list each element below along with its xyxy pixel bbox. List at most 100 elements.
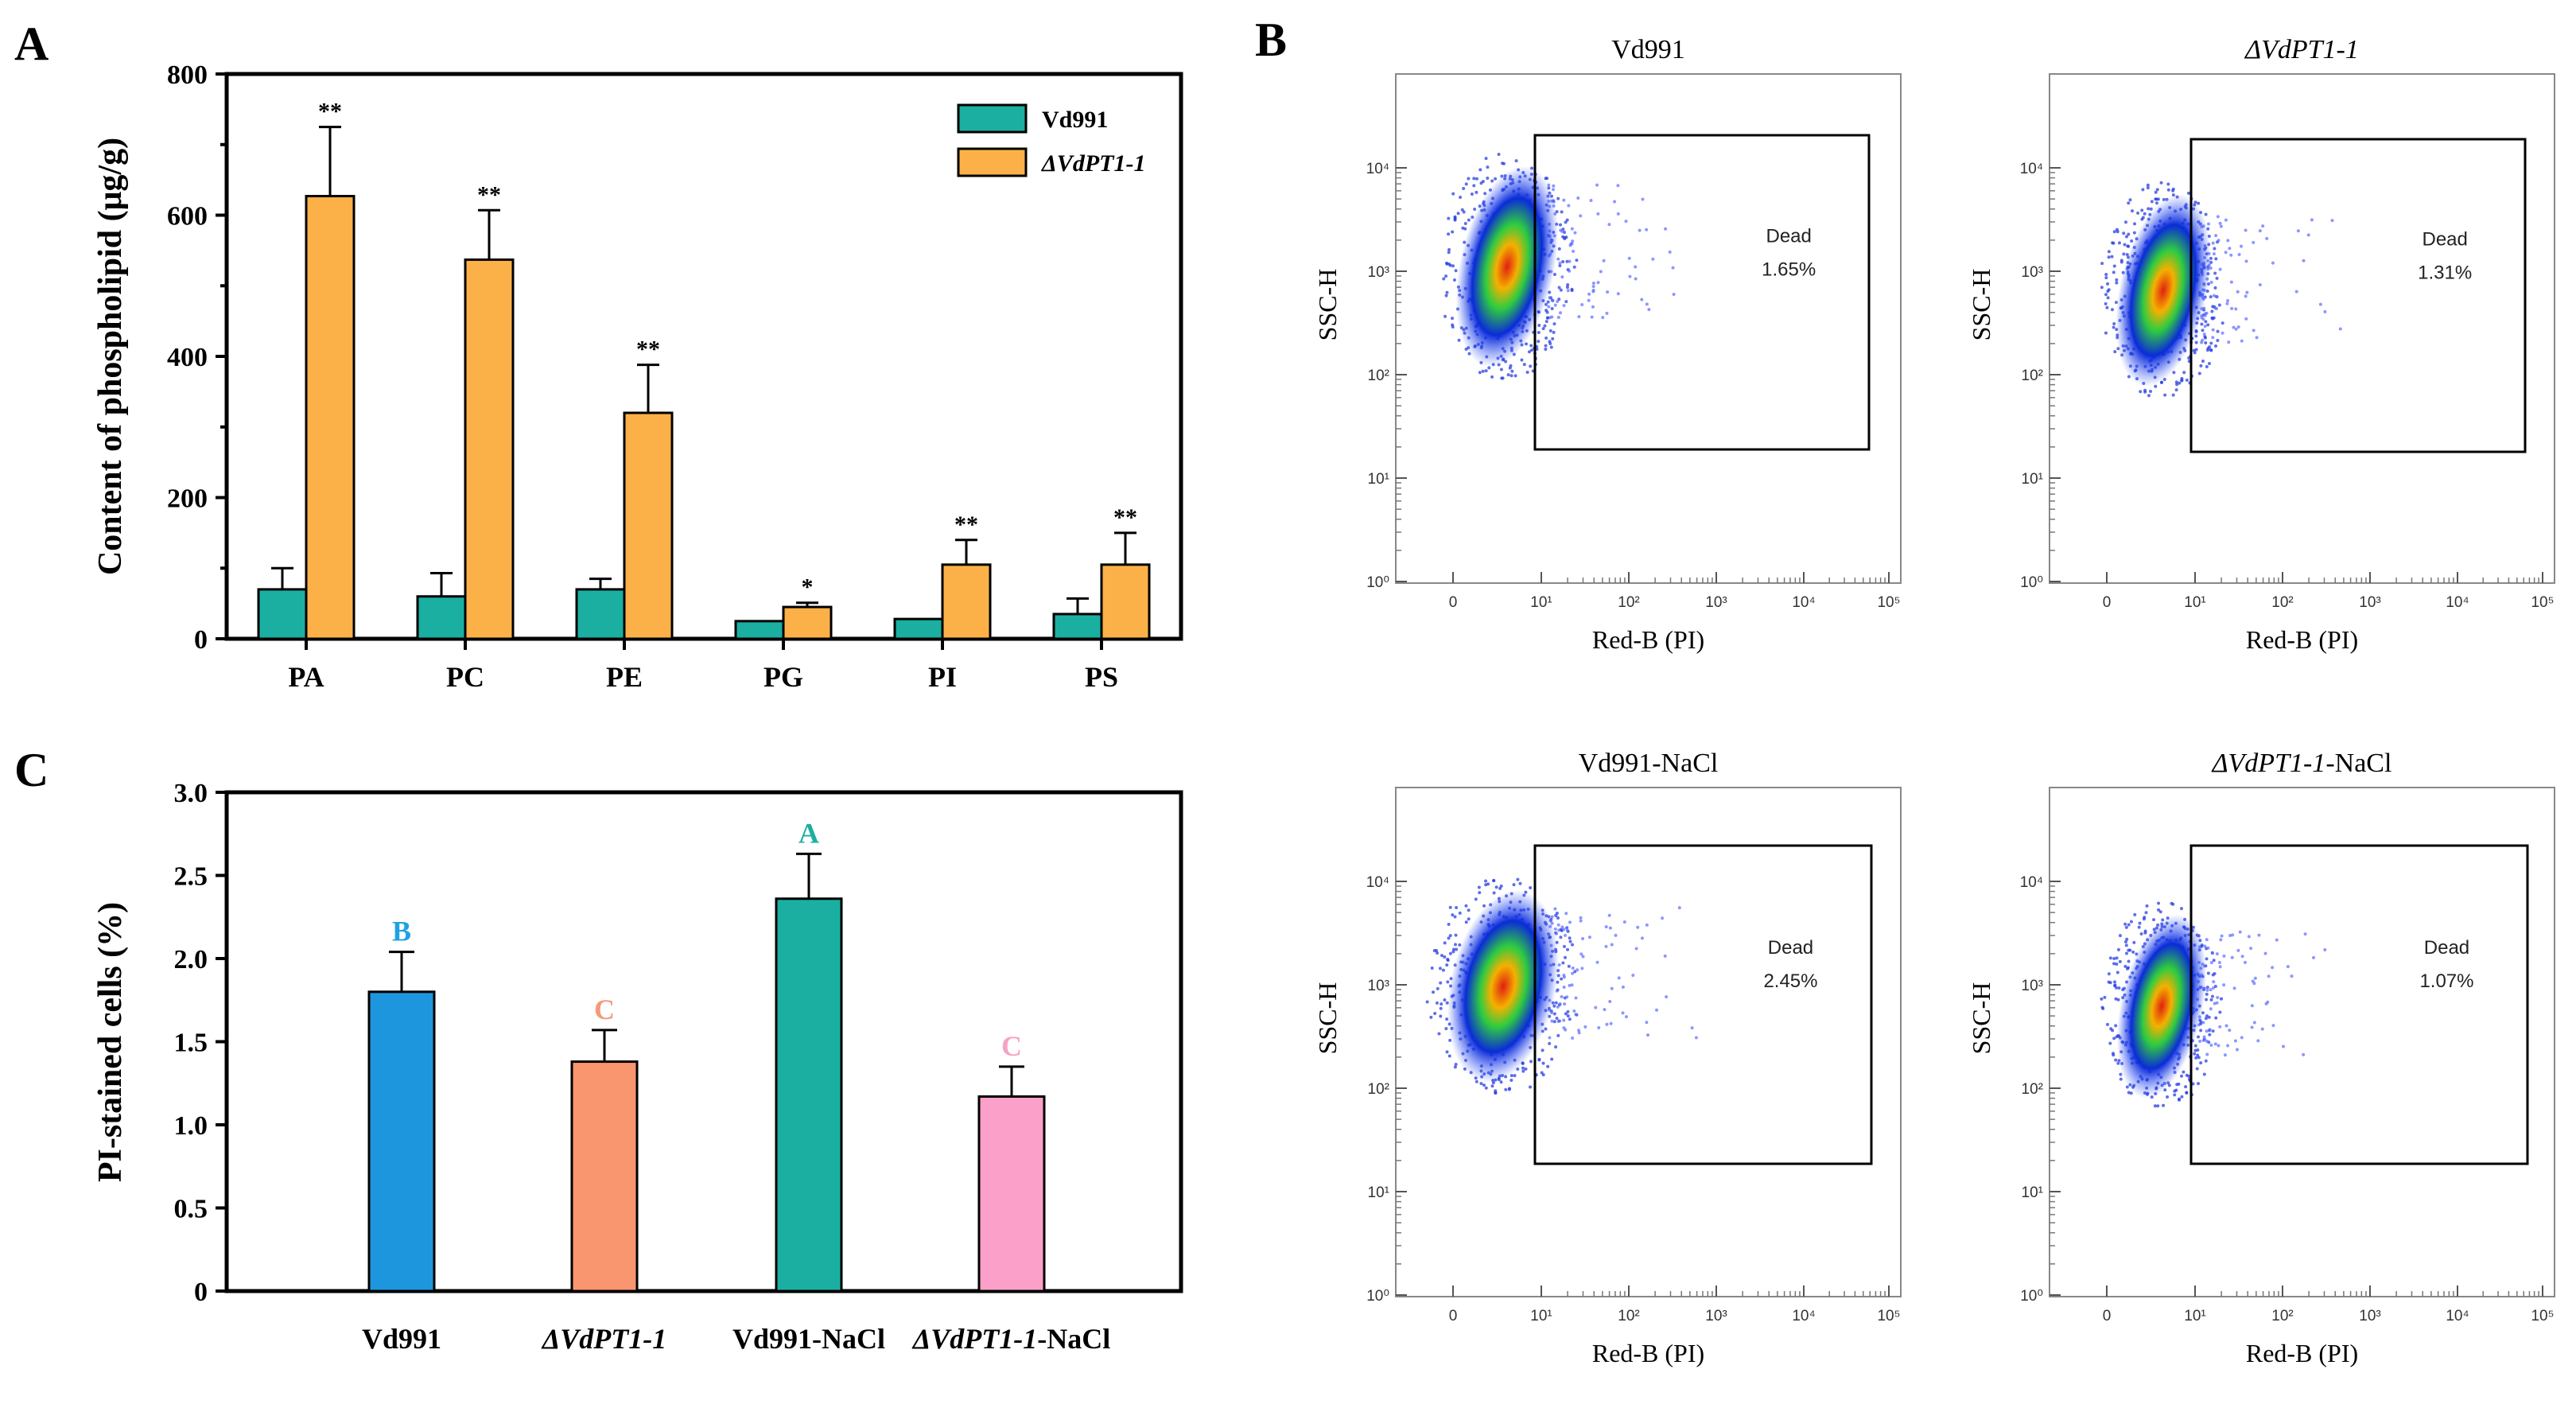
flow-event-dot: [1617, 976, 1621, 980]
flow-event-dot: [2204, 341, 2208, 345]
flow-event-dot: [2205, 364, 2209, 368]
flow-event-dot: [1525, 371, 1529, 375]
flow-event-dot: [2118, 934, 2122, 938]
flow-plot-frame: [1395, 787, 1902, 1297]
flow-event-dot: [1484, 879, 1488, 883]
flow-event-dot: [2240, 955, 2244, 959]
flow-event-dot: [2199, 364, 2203, 368]
flow-event-dot: [1494, 885, 1498, 889]
flow-event-dot: [2218, 1010, 2222, 1014]
flow-event-dot: [2201, 1039, 2205, 1043]
flow-event-dot: [2197, 371, 2201, 375]
flow-event-dot: [1581, 937, 1585, 941]
flow-y-tick-label: 10¹: [1368, 1184, 1389, 1201]
flow-event-dot: [2215, 952, 2219, 956]
flow-y-tick-label: 10³: [2022, 978, 2043, 994]
flow-event-dot: [1556, 1005, 1560, 1009]
flow-event-dot: [2115, 278, 2119, 282]
flow-event-dot: [2115, 963, 2119, 967]
flow-event-dot: [2200, 322, 2204, 326]
flow-event-dot: [1640, 936, 1644, 940]
flow-event-dot: [1601, 316, 1605, 320]
flow-event-dot: [2209, 998, 2213, 1002]
flow-event-dot: [1464, 182, 1468, 186]
flow-event-dot: [1572, 265, 1576, 269]
flow-event-dot: [2178, 1098, 2182, 1102]
flow-event-dot: [1621, 1011, 1625, 1015]
flow-event-dot: [2205, 988, 2209, 992]
flow-event-dot: [2238, 930, 2242, 934]
flow-event-dot: [2147, 394, 2151, 398]
flow-y-tick-label: 10⁰: [2020, 574, 2043, 591]
flow-event-dot: [1547, 305, 1551, 309]
flow-x-tick-label: 0: [1449, 1308, 1458, 1324]
flow-plot-3: Vd991-NaCl 10⁴ 10³ 10² 10¹ 10⁰ 0 10¹ 10² 10³ 10⁴ 10…: [1313, 749, 1902, 1367]
flow-event-dot: [2193, 1052, 2197, 1056]
flow-event-dot: [1543, 324, 1547, 328]
flow-event-dot: [2290, 974, 2294, 978]
flow-event-dot: [2112, 270, 2116, 274]
flow-event-dot: [1571, 1036, 1575, 1040]
flow-event-dot: [1595, 183, 1599, 187]
flow-event-dot: [1479, 181, 1483, 185]
flow-event-dot: [1567, 204, 1571, 208]
flow-event-dot: [1565, 286, 1569, 290]
flow-event-dot: [1608, 999, 1612, 1003]
flow-event-dot: [1559, 935, 1563, 939]
flow-event-dot: [1627, 256, 1631, 260]
flow-event-dot: [1552, 1012, 1556, 1016]
flow-event-dot: [1443, 955, 1447, 959]
flow-event-dot: [2237, 252, 2241, 256]
flow-event-dot: [2195, 1067, 2199, 1071]
flow-event-dot: [2154, 384, 2158, 388]
flow-event-dot: [1661, 916, 1665, 920]
flow-event-dot: [2112, 962, 2116, 966]
flow-event-dot: [2117, 986, 2121, 990]
panel-a-category-label: PI: [928, 661, 957, 693]
flow-event-dot: [2185, 1091, 2189, 1095]
flow-event-dot: [2215, 295, 2219, 299]
flow-event-dot: [1550, 306, 1554, 310]
flow-event-dot: [2219, 224, 2223, 228]
flow-plot-4: ΔVdPT1-1-NaCl 10⁴ 10³ 10² 10¹ 10⁰ 0 10¹ 10² 10³ 10…: [1967, 749, 2555, 1367]
flow-event-dot: [2271, 1024, 2275, 1028]
flow-event-dot: [2127, 232, 2131, 236]
flow-event-dot: [2263, 951, 2267, 955]
flow-event-dot: [2302, 259, 2306, 263]
panel-c-y-tick-label: 1.5: [174, 1029, 208, 1058]
flow-event-dot: [1451, 317, 1455, 321]
flow-event-dot: [2110, 255, 2114, 259]
flow-event-dot: [2114, 986, 2118, 990]
flow-event-dot: [1497, 153, 1501, 157]
panel-b-flow-cytometry: Vd991 10⁴ 10³ 10² 10¹ 10⁰ 0 10¹ 10² 10³ 10⁴ 10⁵ Red-…: [1313, 35, 2555, 1367]
flow-event-dot: [1474, 1079, 1478, 1083]
panel-c-y-tick-label: 2.0: [174, 945, 208, 974]
flow-event-dot: [1451, 192, 1455, 196]
flow-event-dot: [1616, 212, 1620, 216]
flow-event-dot: [2185, 1073, 2189, 1077]
flow-event-dot: [2100, 286, 2104, 290]
flow-x-axis-label: Red-B (PI): [2246, 1339, 2358, 1367]
flow-event-dot: [1446, 958, 1450, 962]
flow-event-dot: [2127, 1091, 2131, 1095]
flow-event-dot: [1514, 159, 1518, 163]
flow-event-dot: [1603, 1008, 1607, 1012]
flow-x-tick-label: 10²: [1618, 594, 1639, 611]
panel-a-bar-mutant: [941, 563, 992, 640]
flow-event-dot: [2114, 1024, 2118, 1028]
panel-a-legend: Vd991 ΔVdPT1-1: [957, 103, 1145, 177]
flow-event-dot: [1624, 220, 1628, 224]
flow-event-dot: [2112, 1037, 2116, 1040]
flow-event-dot: [2124, 943, 2128, 947]
flow-event-dot: [1451, 950, 1455, 954]
flow-event-dot: [2186, 191, 2190, 195]
flow-dead-gate: [1533, 134, 1871, 451]
flow-event-dot: [1622, 920, 1626, 924]
flow-event-dot: [1561, 259, 1565, 263]
flow-event-dot: [2111, 1029, 2115, 1033]
flow-event-dot: [2152, 918, 2156, 922]
flow-event-dot: [1522, 363, 1526, 367]
panel-c-category-label: Vd991: [362, 1323, 441, 1355]
flow-event-dot: [2182, 371, 2186, 375]
